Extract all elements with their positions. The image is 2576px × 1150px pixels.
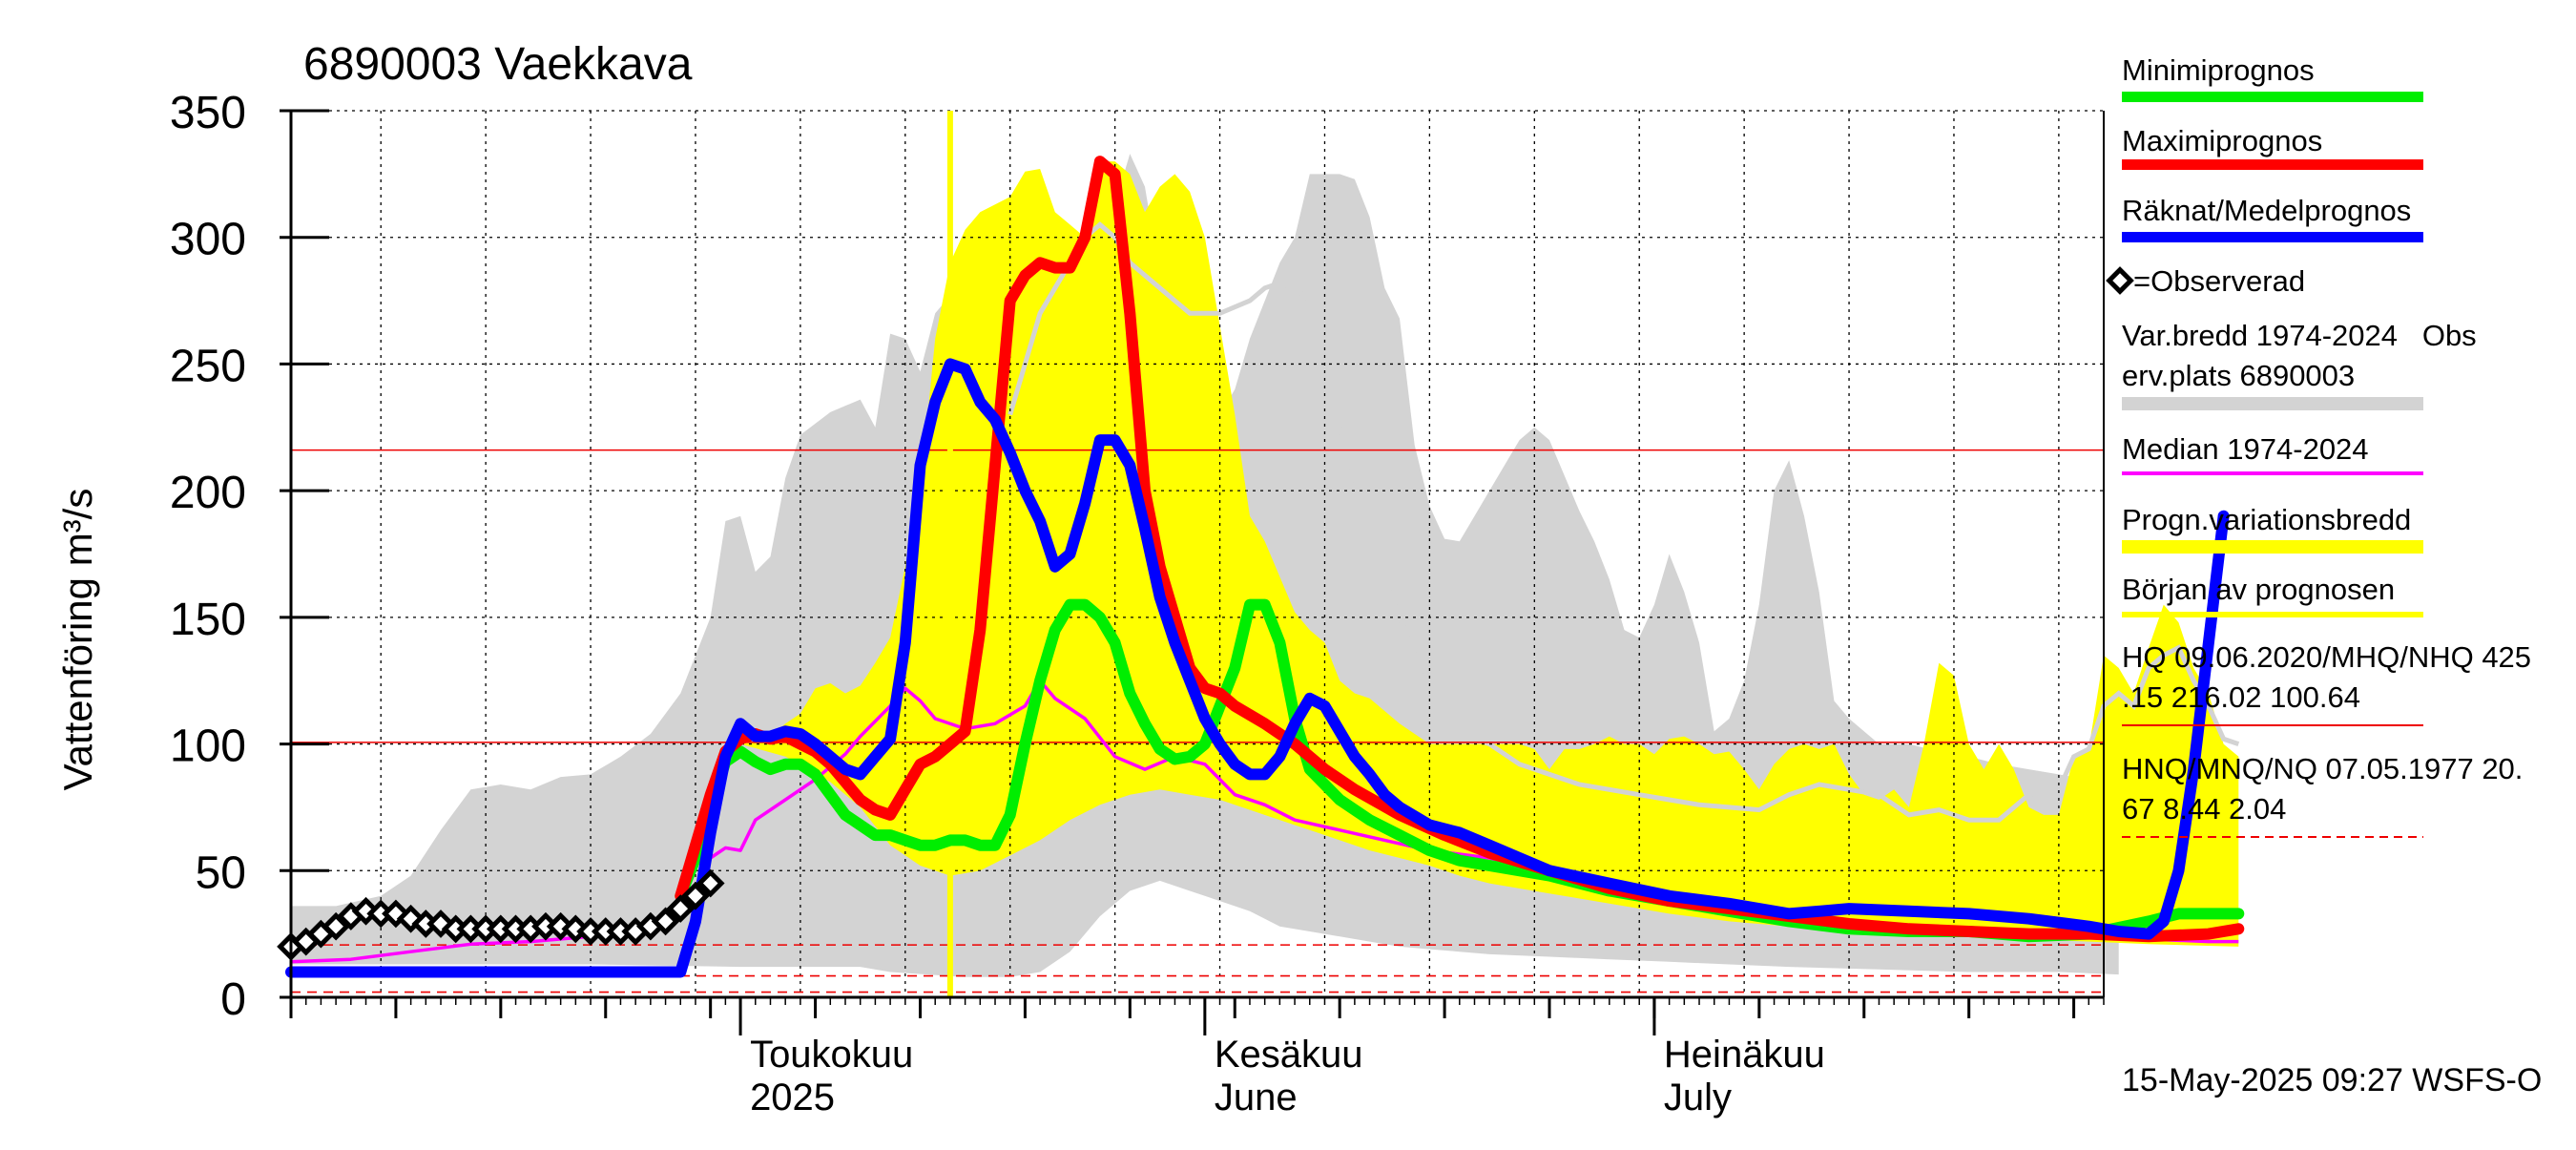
historical-inner-line xyxy=(1008,221,2240,823)
x-month-label: Heinäkuu xyxy=(1664,1034,1825,1076)
x-month-sublabel: July xyxy=(1664,1077,1732,1119)
observed-point xyxy=(681,881,710,910)
legend-range-label-1: Var.bredd 1974-2024 Obs xyxy=(2122,319,2477,352)
legend-start-swatch xyxy=(2122,612,2423,617)
x-month-sublabel: June xyxy=(1215,1077,1298,1119)
legend-min-swatch xyxy=(2122,92,2423,102)
legend-prog-range-label: Progn.variationsbredd xyxy=(2122,503,2411,536)
y-tick-label: 150 xyxy=(170,595,246,645)
y-axis-label: Vattenföring m³/s xyxy=(55,489,100,791)
legend-start-label: Början av prognosen xyxy=(2122,573,2395,606)
observed-points xyxy=(277,868,725,961)
series-lines xyxy=(285,156,2245,978)
legend-hq-label-2: .15 216.02 100.64 xyxy=(2122,680,2360,714)
legend-range-label-2: erv.plats 6890003 xyxy=(2122,359,2355,392)
observed-point xyxy=(456,914,486,944)
axes xyxy=(280,109,2105,1035)
observed-point xyxy=(651,907,680,936)
y-tick-label: 250 xyxy=(170,341,246,391)
legend-hq-swatch xyxy=(2122,724,2423,726)
observed-point xyxy=(696,868,725,898)
legend: Minimiprognos Maximiprognos Räknat/Medel… xyxy=(2106,53,2531,838)
legend-hq-label-1: HQ 09.06.2020/MHQ/NHQ 425 xyxy=(2122,640,2531,674)
legend-nq-label-2: 67 8.44 2.04 xyxy=(2122,792,2286,826)
y-tick-label: 200 xyxy=(170,468,246,518)
observed-point xyxy=(591,917,620,946)
observed-point xyxy=(606,917,635,946)
y-tick-label: 100 xyxy=(170,721,246,772)
observed-point xyxy=(501,914,530,944)
timestamp: 15-May-2025 09:27 WSFS-O xyxy=(2122,1062,2542,1098)
observed-point xyxy=(471,914,500,944)
legend-observed-marker xyxy=(2106,266,2134,295)
historical-inner-line xyxy=(1008,221,2240,823)
observed-point xyxy=(441,914,470,944)
y-tick-label: 50 xyxy=(196,847,246,898)
y-tick-label: 300 xyxy=(170,215,246,265)
legend-range-swatch xyxy=(2122,397,2423,410)
legend-mean-label: Räknat/Medelprognos xyxy=(2122,194,2411,227)
reference-lines xyxy=(291,449,2104,993)
y-tick-label: 350 xyxy=(170,88,246,138)
legend-max-swatch xyxy=(2122,159,2423,170)
observed-point xyxy=(411,910,441,938)
y-tick-label: 0 xyxy=(220,974,246,1025)
x-month-label: Kesäkuu xyxy=(1215,1034,1363,1076)
observed-point xyxy=(576,917,605,946)
observed-point xyxy=(666,894,696,923)
observed-point xyxy=(531,911,560,941)
legend-min-label: Minimiprognos xyxy=(2122,53,2315,87)
legend-mean-swatch xyxy=(2122,232,2423,242)
legend-max-label: Maximiprognos xyxy=(2122,124,2322,157)
observed-point xyxy=(486,914,515,944)
x-month-label: Toukokuu xyxy=(750,1034,913,1076)
mean-forecast-line xyxy=(285,358,2230,978)
legend-observed-label: =Observerad xyxy=(2133,264,2305,298)
legend-prog-range-swatch xyxy=(2122,540,2423,554)
legend-nq-label-1: HNQ/MNQ/NQ 07.05.1977 20. xyxy=(2122,752,2523,785)
observed-point xyxy=(322,911,350,941)
legend-median-label: Median 1974-2024 xyxy=(2122,432,2369,466)
chart-title: 6890003 Vaekkava xyxy=(303,39,693,90)
legend-median-swatch xyxy=(2122,471,2423,475)
grid xyxy=(291,110,2104,997)
x-month-sublabel: 2025 xyxy=(750,1077,835,1119)
observed-point xyxy=(366,899,396,929)
